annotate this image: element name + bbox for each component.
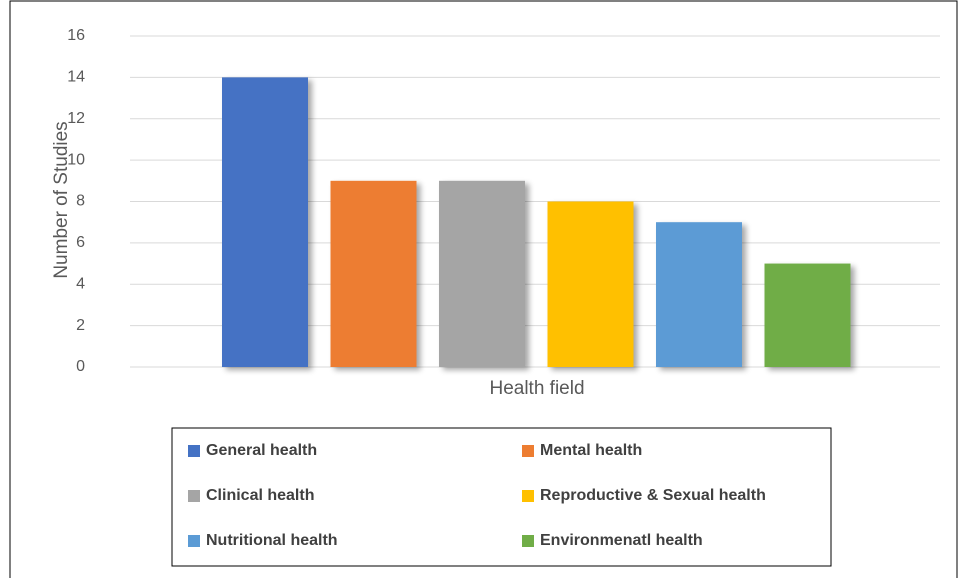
- legend-label: Mental health: [540, 442, 642, 459]
- y-tick-label: 0: [76, 358, 85, 375]
- y-tick-label: 14: [67, 69, 85, 86]
- legend-label: Reproductive & Sexual health: [540, 487, 766, 504]
- bar: [439, 180, 525, 367]
- legend-swatch: [522, 490, 534, 502]
- y-tick-label: 4: [76, 275, 85, 292]
- legend-box: [171, 427, 832, 567]
- legend-swatch: [188, 445, 200, 457]
- legend-label: Environmenatl health: [540, 532, 703, 549]
- legend-swatch: [188, 490, 200, 502]
- bars: [222, 77, 851, 367]
- y-tick-label: 6: [76, 234, 85, 251]
- legend-swatch: [522, 535, 534, 547]
- bar: [656, 222, 742, 367]
- y-tick-label: 8: [76, 193, 85, 210]
- frame: [9, 0, 958, 578]
- y-tick-label: 16: [67, 27, 85, 44]
- y-axis-label: Number of Studies: [51, 121, 72, 278]
- legend-swatch: [522, 445, 534, 457]
- legend-label: General health: [206, 442, 317, 459]
- legend: General health Mental health Clinical heal…: [188, 442, 766, 549]
- bar: [222, 77, 308, 367]
- bar: [330, 180, 417, 367]
- bar: [764, 263, 851, 367]
- y-tick-label: 12: [67, 110, 85, 127]
- y-tick-label: 2: [76, 317, 85, 334]
- legend-swatch: [188, 535, 200, 547]
- x-axis-label: Health field: [489, 378, 584, 399]
- legend-label: Nutritional health: [206, 532, 338, 549]
- bar: [547, 201, 634, 367]
- y-tick-label: 10: [67, 151, 85, 168]
- legend-label: Clinical health: [206, 487, 314, 504]
